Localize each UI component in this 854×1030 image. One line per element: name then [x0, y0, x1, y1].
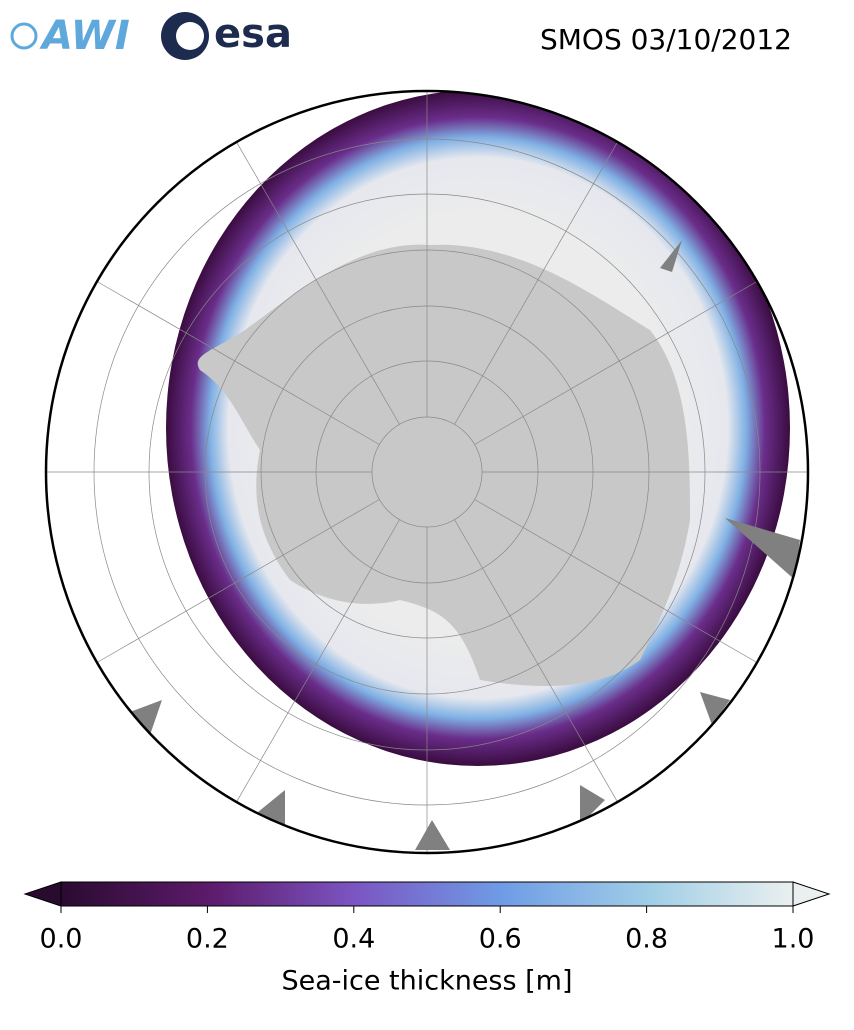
colorbar-label: Sea-ice thickness [m]: [281, 966, 572, 997]
colorbar-extend: [792, 881, 831, 907]
tick-label: 1.0: [772, 924, 815, 955]
map-border: [44, 89, 810, 855]
meridian: [454, 141, 618, 425]
map: [46, 91, 808, 853]
meridian: [454, 519, 618, 803]
colorbar: [60, 881, 794, 907]
meridian: [474, 281, 758, 445]
graticule: [46, 91, 808, 853]
meridian: [96, 281, 380, 445]
tick-label: 0.2: [186, 924, 229, 955]
tick-label: 0.6: [479, 924, 522, 955]
meridian: [236, 519, 400, 803]
meridian: [96, 499, 380, 663]
meridian: [236, 141, 400, 425]
tick-label: 0.0: [40, 924, 83, 955]
awi-logo: AWI: [10, 13, 130, 59]
title: SMOS 03/10/2012: [540, 23, 792, 56]
colorbar-extend: [23, 881, 62, 907]
logo-text: esa: [214, 11, 292, 57]
esa-logo: esa: [161, 11, 292, 60]
colorbar-ticks: 0.0 0.2 0.4 0.6 0.8 1.0: [40, 906, 815, 955]
tick-label: 0.4: [332, 924, 375, 955]
meridian: [474, 499, 758, 663]
tick-label: 0.8: [625, 924, 668, 955]
continent: [197, 244, 690, 686]
logo-text: AWI: [39, 13, 130, 59]
